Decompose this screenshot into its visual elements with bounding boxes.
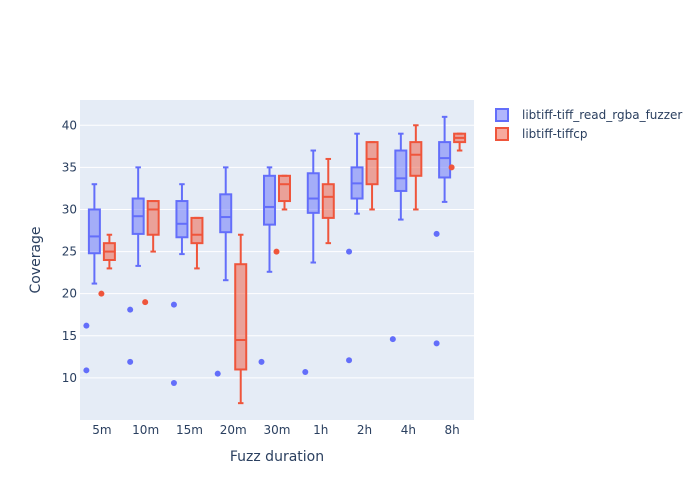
y-tick-label: 10: [62, 371, 77, 385]
box: [433, 115, 452, 347]
outlier-point: [83, 322, 90, 329]
outlier-point: [127, 306, 134, 313]
iqr-box: [438, 141, 452, 179]
outlier-point: [170, 379, 177, 386]
x-tick-label: 2h: [357, 423, 372, 437]
x-tick-labels: 5m 10m 15m 20m 30m 1h 2h 4h 8h: [92, 423, 460, 437]
legend-label: libtiff-tiffcp: [522, 127, 587, 141]
y-tick-label: 25: [62, 245, 77, 259]
iqr-box: [321, 183, 335, 219]
outlier-point: [433, 230, 440, 237]
outlier-point: [346, 357, 353, 364]
box: [302, 149, 320, 375]
outlier-point: [433, 340, 440, 347]
grid-lines: [80, 124, 474, 379]
legend-swatch: [495, 127, 509, 141]
iqr-box: [234, 263, 248, 371]
box: [142, 200, 160, 306]
box: [127, 166, 145, 365]
y-tick-label: 35: [62, 160, 77, 174]
outlier-point: [346, 248, 353, 255]
plot-area: [80, 100, 474, 420]
y-axis-title: Coverage: [28, 226, 44, 293]
outlier-point: [273, 248, 280, 255]
iqr-box: [365, 141, 379, 186]
series-read-rgba-fuzzer: [83, 115, 452, 386]
box: [234, 233, 248, 405]
legend-label: libtiff-tiff_read_rgba_fuzzer: [522, 108, 682, 122]
box: [389, 132, 408, 343]
legend-item: libtiff-tiff_read_rgba_fuzzer: [495, 108, 682, 122]
x-tick-label: 10m: [132, 423, 159, 437]
box: [190, 216, 204, 270]
y-tick-label: 40: [62, 118, 77, 132]
box-traces: [83, 115, 467, 405]
box: [365, 141, 379, 211]
x-tick-label: 15m: [176, 423, 203, 437]
iqr-box: [175, 200, 189, 239]
iqr-box: [394, 149, 408, 192]
outlier-point: [258, 358, 265, 365]
box: [321, 157, 335, 245]
box: [409, 124, 423, 211]
y-tick-label: 15: [62, 329, 77, 343]
outlier-point: [127, 358, 134, 365]
outlier-point: [142, 299, 149, 306]
iqr-box: [278, 174, 291, 203]
iqr-box: [219, 193, 233, 234]
iqr-box: [146, 200, 160, 236]
legend-swatch: [495, 108, 509, 122]
x-tick-label: 1h: [313, 423, 328, 437]
outlier-point: [389, 336, 396, 343]
iqr-box: [190, 216, 204, 245]
x-tick-label: 30m: [264, 423, 291, 437]
box: [170, 183, 189, 386]
box: [346, 132, 364, 364]
iqr-box: [409, 141, 423, 177]
series-tiffcp: [98, 124, 467, 405]
outlier-point: [170, 301, 177, 308]
legend: libtiff-tiff_read_rgba_fuzzer libtiff-tif…: [495, 108, 682, 141]
outlier-point: [83, 367, 90, 374]
box: [273, 174, 291, 255]
y-tick-labels: 10 15 20 25 30 35 40: [62, 118, 77, 385]
outlier-point: [448, 164, 455, 171]
y-tick-label: 30: [62, 202, 77, 216]
x-axis-title: Fuzz duration: [230, 449, 324, 465]
box: [214, 166, 233, 377]
box: [83, 183, 101, 374]
outlier-point: [98, 290, 105, 297]
iqr-box: [263, 174, 276, 226]
x-tick-label: 8h: [444, 423, 459, 437]
iqr-box: [87, 208, 101, 255]
legend-item: libtiff-tiffcp: [495, 127, 587, 141]
x-tick-label: 4h: [401, 423, 416, 437]
x-tick-label: 20m: [220, 423, 247, 437]
y-tick-label: 20: [62, 287, 77, 301]
iqr-box: [306, 172, 320, 214]
box: [448, 132, 467, 171]
x-tick-label: 5m: [92, 423, 111, 437]
outlier-point: [214, 370, 221, 377]
box: [258, 166, 276, 365]
outlier-point: [302, 369, 309, 375]
box: [98, 233, 116, 297]
